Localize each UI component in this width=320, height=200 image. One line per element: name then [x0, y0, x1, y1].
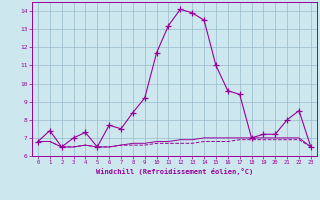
X-axis label: Windchill (Refroidissement éolien,°C): Windchill (Refroidissement éolien,°C): [96, 168, 253, 175]
